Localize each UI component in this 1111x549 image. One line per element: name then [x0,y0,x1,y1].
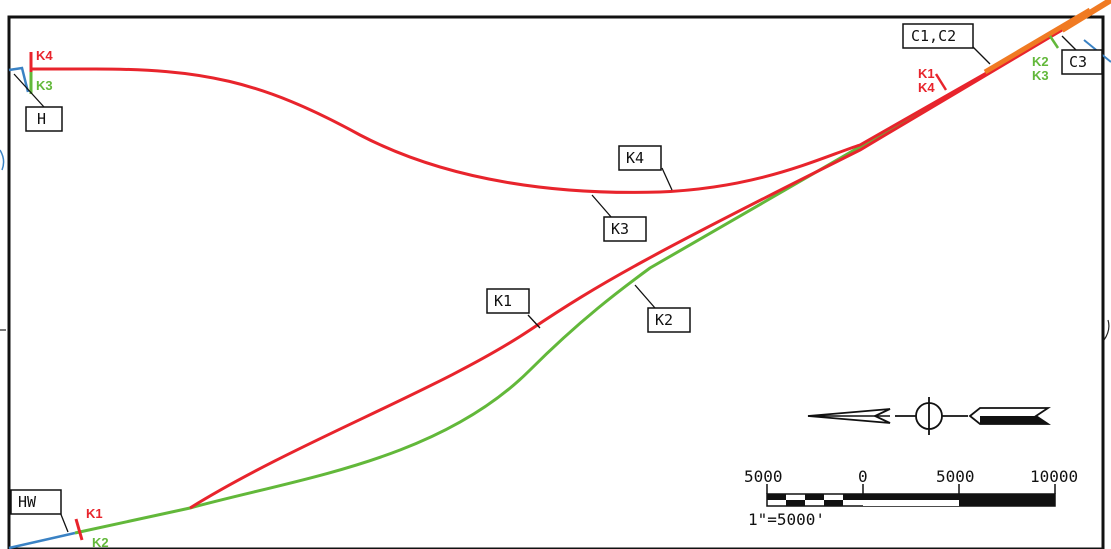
scale-ratio-label: 1"=5000' [748,510,825,529]
tag-left-bottom-red: K1 [86,506,103,521]
callout-k2: K2 [647,307,691,333]
scale-label-right: 10000 [1030,467,1078,486]
tag-right-green-2: K3 [1032,68,1049,83]
tag-right-red-2: K4 [918,80,935,95]
scale-bar: 5000 0 5000 10000 1"=5000' [744,467,1078,529]
callout-hw: HW [10,489,62,515]
callout-k1: K1 [486,288,530,314]
svg-text:C3: C3 [1069,53,1087,71]
scale-label-mid: 5000 [936,467,975,486]
callout-c1c2: C1,C2 [902,23,974,49]
callout-c3: C3 [1061,49,1103,75]
tag-left-top-red: K4 [36,48,53,63]
tag-left-bottom-green: K2 [92,535,109,549]
svg-text:HW: HW [18,493,37,511]
route-k4 [32,28,1063,194]
route-overlap-c-top [1060,0,1111,33]
svg-text:K1: K1 [494,292,512,310]
svg-text:K4: K4 [626,149,644,167]
tick-left-bottom [74,518,84,541]
svg-text:C1,C2: C1,C2 [911,27,956,45]
svg-text:K2: K2 [655,311,673,329]
route-k1 [189,28,1063,510]
edge-mark-left [0,149,5,171]
tag-right-green-1: K2 [1032,54,1049,69]
tick-right-red [934,73,948,91]
svg-text:K3: K3 [611,220,629,238]
north-arrow-icon [807,397,1051,435]
tag-right-red-1: K1 [918,66,935,81]
scale-label-left: 5000 [744,467,783,486]
existing-route-bottom-left [8,531,76,549]
existing-route-top-left [8,66,30,93]
map-frame [7,15,1105,549]
callout-k4: K4 [618,145,662,171]
route-k2 [74,28,1063,535]
callout-k3: K3 [603,216,647,242]
edge-mark-right [1103,319,1110,341]
tick-right-green [1048,35,1060,49]
tag-left-top-green: K3 [36,78,53,93]
scale-label-zero: 0 [858,467,868,486]
svg-text:H: H [37,110,46,128]
callout-h: H [25,106,63,132]
